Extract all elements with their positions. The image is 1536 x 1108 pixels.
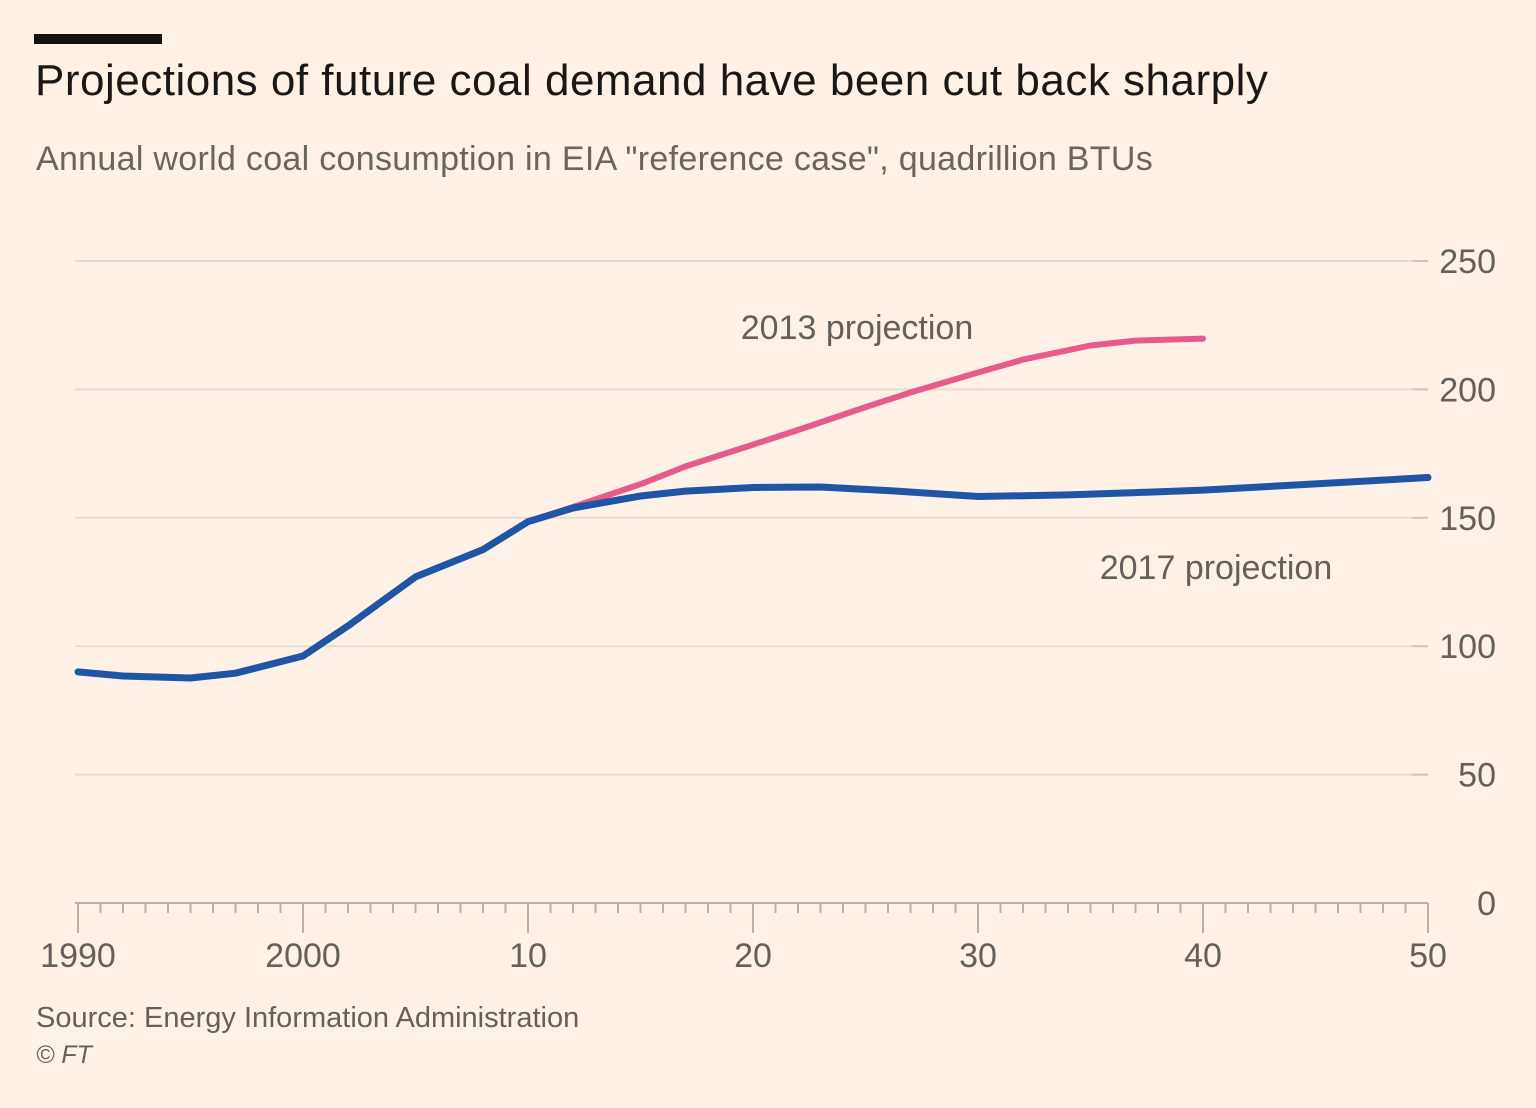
y-tick-label: 200	[1439, 371, 1496, 409]
x-tick-label: 30	[959, 937, 997, 975]
x-tick-label: 50	[1409, 937, 1447, 975]
x-tick-label: 40	[1184, 937, 1222, 975]
y-tick-label: 0	[1477, 885, 1496, 923]
series-line-2017-projection	[74, 474, 1432, 682]
ft-copyright: © FT	[36, 1041, 92, 1069]
x-tick-label: 10	[509, 937, 547, 975]
chart-subtitle: Annual world coal consumption in EIA "re…	[36, 140, 1154, 178]
x-tick-label: 2000	[265, 937, 341, 975]
x-tick-label: 1990	[40, 937, 116, 975]
series-line-2013-projection	[525, 335, 1206, 525]
y-gridlines: 0 50 100 150 200 250	[75, 243, 1496, 923]
y-tick-label: 50	[1458, 757, 1496, 795]
source-note: Source: Energy Information Administratio…	[36, 1002, 580, 1034]
chart-title: Projections of future coal demand have b…	[35, 56, 1269, 105]
series-lines	[74, 335, 1432, 682]
y-tick-label: 250	[1439, 243, 1496, 281]
title-accent-bar	[34, 34, 162, 44]
series-label-2013-projection: 2013 projection	[741, 309, 974, 347]
series-label-2017-projection: 2017 projection	[1100, 549, 1333, 587]
y-tick-label: 150	[1439, 500, 1496, 538]
y-tick-label: 100	[1439, 628, 1496, 666]
x-axis: 1990 2000 10 20 30 40 50	[40, 902, 1447, 975]
x-tick-label: 20	[734, 937, 772, 975]
